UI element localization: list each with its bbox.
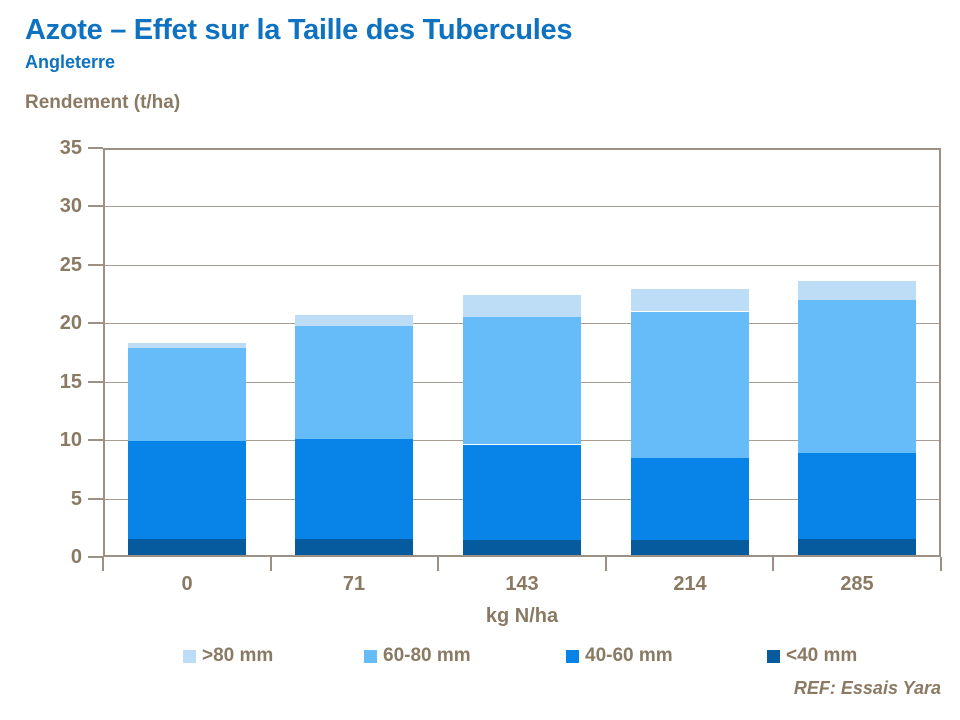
legend-item-40mm: <40 mm: [767, 645, 857, 667]
bar-segment-80mm-0: [128, 343, 246, 348]
x-tick-3: [605, 557, 607, 571]
x-tick-1: [270, 557, 272, 571]
x-tick-5: [940, 557, 942, 571]
bar-segment-6080mm-285: [798, 300, 916, 453]
x-tick-2: [437, 557, 439, 571]
legend-label: >80 mm: [202, 645, 274, 666]
legend-label: <40 mm: [786, 645, 858, 666]
gridline-30: [103, 206, 941, 207]
bar-segment-6080mm-0: [128, 348, 246, 441]
bar-segment-40mm-71: [295, 539, 413, 557]
x-axis-title: kg N/ha: [485, 605, 559, 627]
reference-text: REF: Essais Yara: [793, 678, 941, 698]
y-axis-label-15: 15: [59, 371, 82, 393]
bar-segment-4060mm-0: [128, 441, 246, 539]
y-axis-label-35: 35: [59, 137, 82, 159]
x-axis-label-285: 285: [840, 573, 874, 595]
legend-label: 40-60 mm: [585, 645, 673, 666]
bar-segment-80mm-71: [295, 315, 413, 326]
bar-segment-4060mm-285: [798, 453, 916, 539]
bar-segment-80mm-143: [463, 295, 581, 317]
bar-segment-40mm-143: [463, 539, 581, 557]
x-axis-label-71: 71: [342, 573, 366, 595]
y-axis-label-10: 10: [59, 429, 82, 451]
y-axis-title: Rendement (t/ha): [25, 92, 181, 113]
y-tick-35: [88, 147, 103, 149]
y-axis-label-5: 5: [70, 488, 82, 510]
legend-label: 60-80 mm: [383, 645, 471, 666]
legend-item-4060mm: 40-60 mm: [566, 645, 673, 667]
x-axis-label-0: 0: [181, 573, 193, 595]
bar-segment-80mm-214: [631, 289, 749, 311]
y-tick-5: [88, 498, 103, 500]
bar-segment-80mm-285: [798, 281, 916, 300]
y-tick-15: [88, 381, 103, 383]
x-tick-0: [102, 557, 104, 571]
legend-swatch-icon: [767, 649, 780, 663]
legend-swatch-icon: [566, 649, 579, 663]
y-axis-label-25: 25: [59, 254, 82, 276]
bar-segment-6080mm-214: [631, 312, 749, 458]
legend-item-6080mm: 60-80 mm: [364, 645, 471, 667]
page-title: Azote – Effet sur la Taille des Tubercul…: [25, 14, 573, 46]
bar-segment-40mm-285: [798, 539, 916, 557]
x-axis-label-143: 143: [505, 573, 539, 595]
legend-item-80mm: >80 mm: [183, 645, 273, 667]
bar-segment-40mm-214: [631, 539, 749, 557]
y-axis-label-0: 0: [70, 546, 82, 568]
y-axis-label-20: 20: [59, 312, 82, 334]
bar-segment-40mm-0: [128, 539, 246, 557]
y-axis-label-30: 30: [59, 195, 82, 217]
legend-swatch-icon: [183, 649, 196, 663]
legend-swatch-icon: [364, 649, 377, 663]
bar-segment-6080mm-143: [463, 317, 581, 444]
y-tick-10: [88, 439, 103, 441]
y-tick-25: [88, 264, 103, 266]
y-tick-30: [88, 205, 103, 207]
x-tick-4: [772, 557, 774, 571]
y-tick-20: [88, 322, 103, 324]
y-tick-0: [88, 556, 103, 558]
bar-segment-4060mm-214: [631, 458, 749, 540]
bar-segment-4060mm-143: [463, 445, 581, 540]
x-axis-label-214: 214: [673, 573, 707, 595]
bar-segment-4060mm-71: [295, 439, 413, 539]
page-subtitle: Angleterre: [25, 52, 116, 72]
bar-segment-6080mm-71: [295, 326, 413, 439]
gridline-25: [103, 265, 941, 266]
